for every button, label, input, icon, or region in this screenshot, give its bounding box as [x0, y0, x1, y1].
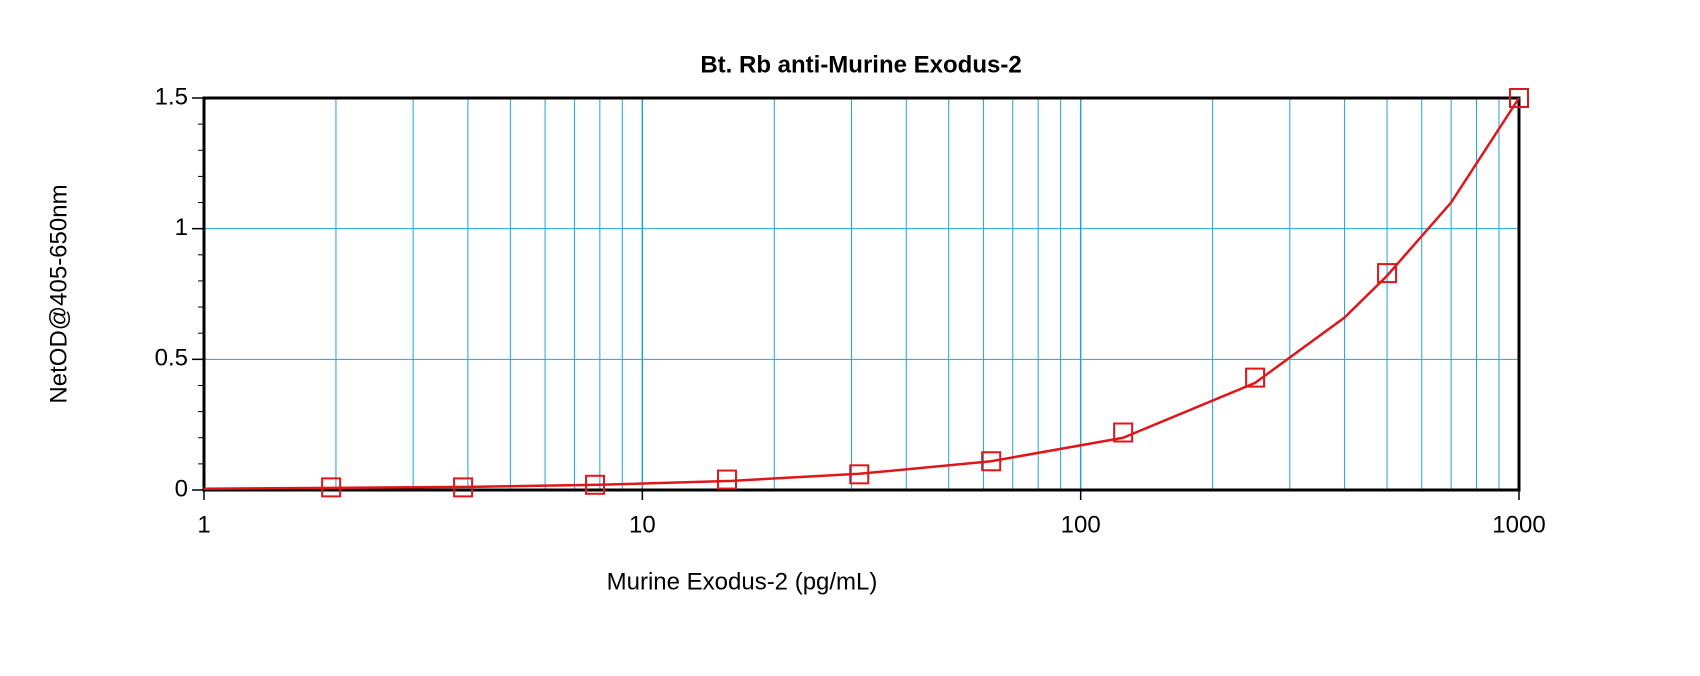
- x-tick-label: 1: [197, 511, 210, 538]
- data-point: [716, 469, 737, 490]
- y-axis-label: NetOD@405-650nm: [45, 184, 72, 403]
- data-point: [321, 477, 342, 498]
- fit-curve: [203, 97, 1521, 490]
- x-axis-label: Murine Exodus-2 (pg/mL): [607, 568, 878, 595]
- data-point: [1377, 263, 1398, 284]
- y-tick-label: 1: [175, 214, 188, 241]
- chart-title: Bt. Rb anti-Murine Exodus-2: [700, 51, 1021, 78]
- data-point: [453, 477, 474, 498]
- data-point: [1245, 367, 1266, 388]
- data-point: [981, 451, 1002, 472]
- x-tick-label: 10: [629, 511, 656, 538]
- plot-frame: [202, 96, 1521, 492]
- data-point: [1509, 88, 1529, 108]
- data-point: [585, 474, 606, 495]
- data-point: [1113, 422, 1134, 443]
- data-point: [849, 464, 870, 485]
- x-tick-label: 1000: [1492, 511, 1545, 538]
- x-tick-label: 100: [1061, 511, 1101, 538]
- y-tick-label: 1.5: [155, 83, 188, 110]
- y-tick-label: 0.5: [155, 345, 188, 372]
- y-tick-label: 0: [175, 475, 188, 502]
